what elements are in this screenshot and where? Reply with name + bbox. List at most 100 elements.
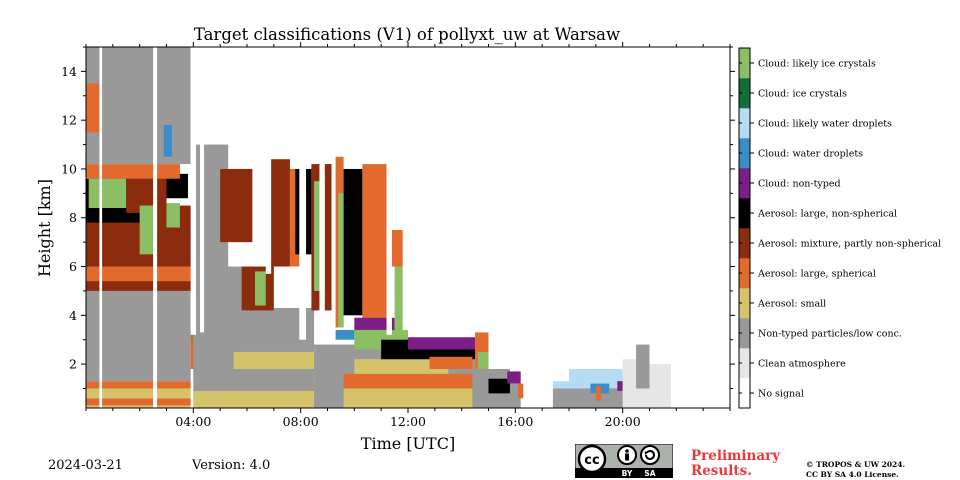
no-signal-gap	[331, 47, 336, 340]
x-tick-label: 16:00	[497, 414, 533, 429]
colorbar-label: Non-typed particles/low conc.	[758, 329, 902, 340]
no-signal-gap	[200, 47, 205, 333]
colorbar-label: Aerosol: small	[757, 299, 826, 310]
colorbar-label: Cloud: likely ice crystals	[758, 59, 876, 70]
no-signal-gap	[99, 47, 103, 408]
colorbar-swatch	[739, 168, 750, 199]
colorbar-swatch	[739, 78, 750, 109]
colorbar-label: Aerosol: mixture, partly non-spherical	[757, 239, 941, 250]
class-region	[488, 378, 510, 394]
no-signal-gap	[670, 47, 730, 408]
class-region	[233, 351, 341, 369]
cc-icon	[577, 444, 607, 474]
x-tick-label: 12:00	[390, 414, 426, 429]
colorbar-swatch	[739, 318, 750, 349]
version-label: Version: 4.0	[192, 458, 271, 473]
sa-mark: SA	[644, 469, 655, 478]
class-region	[649, 364, 671, 408]
no-signal-gap	[190, 47, 197, 335]
class-region	[391, 229, 403, 267]
copyright-notice: © TROPOS & UW 2024. CC BY SA 4.0 License…	[806, 460, 956, 480]
preliminary-results-note: Preliminary Results.	[691, 448, 781, 479]
x-tick-label: 08:00	[283, 414, 319, 429]
cc-by-sa-license-badge: cc BY SA	[575, 444, 673, 478]
colorbar-swatch	[739, 288, 750, 319]
y-tick-label: 6	[69, 259, 77, 274]
class-region	[343, 388, 476, 408]
x-tick-label: 04:00	[175, 414, 211, 429]
colorbar-label: Aerosol: large, non-spherical	[757, 209, 897, 220]
colorbar-swatch	[739, 198, 750, 229]
class-region	[636, 344, 650, 389]
class-region	[552, 381, 569, 389]
no-signal-gap	[299, 47, 307, 340]
class-region	[86, 290, 191, 382]
class-region	[429, 356, 473, 369]
colorbar-swatch	[739, 108, 750, 139]
y-tick-label: 12	[61, 113, 77, 128]
class-region	[220, 168, 253, 243]
colorbar-label: Cloud: water droplets	[758, 149, 863, 160]
class-region	[595, 386, 602, 401]
class-region	[394, 254, 403, 335]
class-region	[86, 47, 191, 165]
class-region	[166, 173, 188, 199]
class-region	[88, 178, 127, 208]
no-signal-gap	[265, 47, 272, 274]
class-region	[343, 373, 476, 389]
y-axis-label: Height [km]	[35, 179, 54, 277]
colorbar-label: Cloud: non-typed	[758, 179, 841, 190]
colorbar-swatch	[739, 378, 750, 409]
class-region	[86, 388, 191, 399]
class-region	[335, 329, 355, 340]
no-signal-gap	[523, 47, 551, 408]
y-tick-label: 2	[69, 357, 77, 372]
colorbar-frame	[738, 47, 751, 409]
class-region	[255, 271, 266, 306]
copyright-line: © TROPOS & UW 2024.	[806, 460, 906, 469]
license-line: CC BY SA 4.0 License.	[806, 470, 899, 479]
by-mark: BY	[622, 469, 633, 478]
class-region	[86, 381, 191, 389]
class-region	[477, 351, 489, 369]
y-tick-label: 4	[69, 308, 77, 323]
cc-mark: cc	[584, 453, 599, 468]
colorbar-label: Cloud: ice crystals	[758, 89, 847, 100]
no-signal-gap	[153, 47, 158, 408]
no-signal-gap	[319, 47, 325, 340]
class-region	[166, 203, 180, 228]
x-tick-label: 20:00	[605, 414, 641, 429]
class-region	[507, 371, 521, 384]
date-label: 2024-03-21	[48, 458, 123, 473]
colorbar-label: Cloud: likely water droplets	[758, 119, 892, 130]
colorbar-label: Aerosol: large, spherical	[757, 269, 876, 280]
share-alike-icon	[640, 445, 660, 465]
colorbar: No signal Clean atmosphere Non-typed parti…	[738, 47, 941, 409]
colorbar-swatch	[739, 138, 750, 169]
x-axis-label: Time [UTC]	[361, 434, 455, 453]
class-region	[86, 398, 191, 406]
class-region	[86, 405, 191, 408]
colorbar-label: Clean atmosphere	[758, 359, 846, 370]
class-region	[518, 383, 524, 399]
class-region	[338, 193, 344, 328]
class-region	[354, 359, 449, 374]
class-region	[509, 383, 521, 408]
class-region	[343, 168, 363, 316]
chart-title: Target classifications (V1) of pollyxt_u…	[193, 25, 621, 44]
colorbar-label: No signal	[758, 389, 804, 400]
axes: 04:00 08:00 12:00 16:00 20:00 2 4 6 8 10 12 14	[61, 42, 735, 429]
colorbar-swatch	[739, 258, 750, 289]
class-region	[362, 164, 387, 335]
class-region	[193, 390, 344, 408]
colorbar-swatch	[739, 348, 750, 379]
y-tick-label: 8	[69, 210, 77, 225]
colorbar-swatch	[739, 48, 750, 79]
class-region	[268, 159, 290, 267]
classification-heatmap	[86, 47, 730, 408]
y-tick-label: 10	[61, 161, 77, 176]
class-region	[408, 337, 476, 350]
class-region	[139, 205, 156, 255]
class-region	[354, 317, 395, 333]
